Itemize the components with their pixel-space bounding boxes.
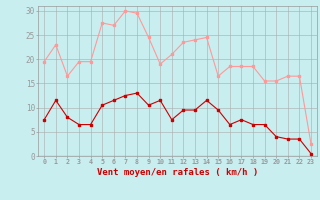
X-axis label: Vent moyen/en rafales ( km/h ): Vent moyen/en rafales ( km/h ) bbox=[97, 168, 258, 177]
